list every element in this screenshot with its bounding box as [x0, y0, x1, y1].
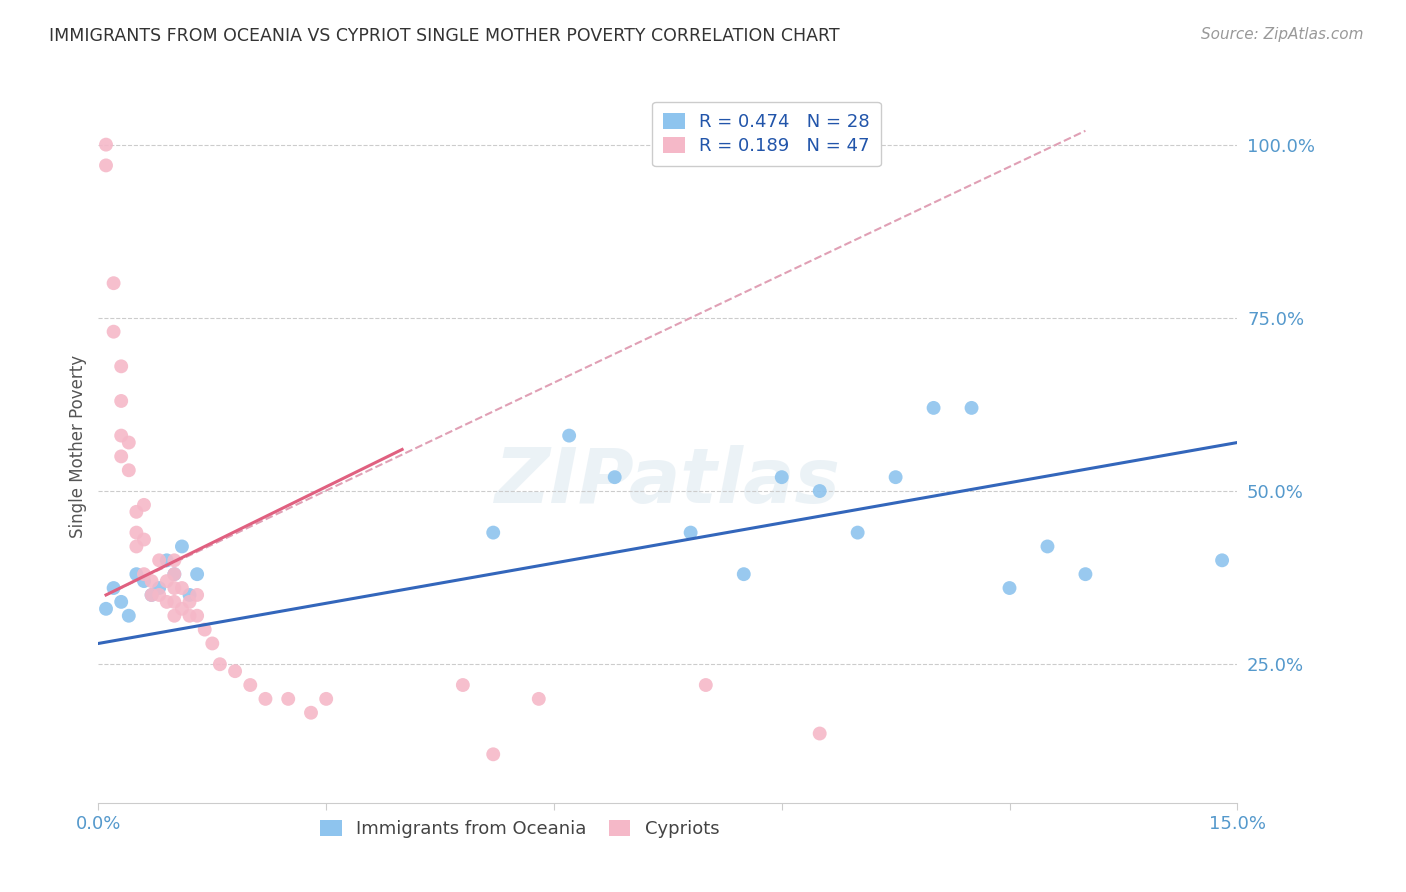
Point	[163, 567, 186, 582]
Point	[679, 525, 702, 540]
Point	[118, 435, 141, 450]
Point	[125, 525, 148, 540]
Point	[315, 691, 337, 706]
Legend: Immigrants from Oceania, Cypriots: Immigrants from Oceania, Cypriots	[311, 811, 728, 847]
Point	[733, 567, 755, 582]
Point	[125, 505, 148, 519]
Point	[1211, 553, 1233, 567]
Point	[132, 533, 155, 547]
Point	[94, 158, 117, 172]
Point	[163, 553, 186, 567]
Point	[170, 602, 193, 616]
Point	[695, 678, 717, 692]
Point	[156, 574, 179, 588]
Point	[808, 483, 831, 498]
Point	[179, 595, 201, 609]
Point	[156, 553, 179, 567]
Point	[163, 581, 186, 595]
Point	[94, 137, 117, 152]
Point	[208, 657, 231, 672]
Point	[922, 401, 945, 415]
Point	[194, 623, 217, 637]
Point	[998, 581, 1021, 595]
Point	[770, 470, 793, 484]
Y-axis label: Single Mother Poverty: Single Mother Poverty	[69, 354, 87, 538]
Point	[808, 726, 831, 740]
Point	[846, 525, 869, 540]
Point	[1036, 540, 1059, 554]
Point	[110, 428, 132, 442]
Point	[1074, 567, 1097, 582]
Point	[156, 595, 179, 609]
Point	[186, 588, 208, 602]
Point	[118, 463, 141, 477]
Point	[558, 428, 581, 442]
Point	[163, 595, 186, 609]
Point	[201, 636, 224, 650]
Point	[94, 602, 117, 616]
Point	[110, 595, 132, 609]
Point	[254, 691, 277, 706]
Point	[141, 588, 163, 602]
Point	[299, 706, 322, 720]
Point	[132, 574, 155, 588]
Point	[170, 540, 193, 554]
Point	[451, 678, 474, 692]
Point	[103, 325, 125, 339]
Point	[179, 588, 201, 602]
Text: ZIPatlas: ZIPatlas	[495, 445, 841, 518]
Point	[186, 608, 208, 623]
Text: IMMIGRANTS FROM OCEANIA VS CYPRIOT SINGLE MOTHER POVERTY CORRELATION CHART: IMMIGRANTS FROM OCEANIA VS CYPRIOT SINGL…	[49, 27, 839, 45]
Point	[482, 747, 505, 762]
Point	[603, 470, 626, 484]
Text: Source: ZipAtlas.com: Source: ZipAtlas.com	[1201, 27, 1364, 42]
Point	[148, 588, 170, 602]
Point	[179, 608, 201, 623]
Point	[884, 470, 907, 484]
Point	[224, 664, 246, 678]
Point	[170, 581, 193, 595]
Point	[132, 498, 155, 512]
Point	[141, 588, 163, 602]
Point	[125, 567, 148, 582]
Point	[103, 581, 125, 595]
Point	[163, 567, 186, 582]
Point	[960, 401, 983, 415]
Point	[110, 359, 132, 374]
Point	[110, 394, 132, 409]
Point	[163, 608, 186, 623]
Point	[527, 691, 550, 706]
Point	[148, 581, 170, 595]
Point	[118, 608, 141, 623]
Point	[239, 678, 262, 692]
Point	[482, 525, 505, 540]
Point	[103, 276, 125, 290]
Point	[141, 574, 163, 588]
Point	[110, 450, 132, 464]
Point	[148, 553, 170, 567]
Point	[277, 691, 299, 706]
Point	[186, 567, 208, 582]
Point	[132, 567, 155, 582]
Point	[125, 540, 148, 554]
